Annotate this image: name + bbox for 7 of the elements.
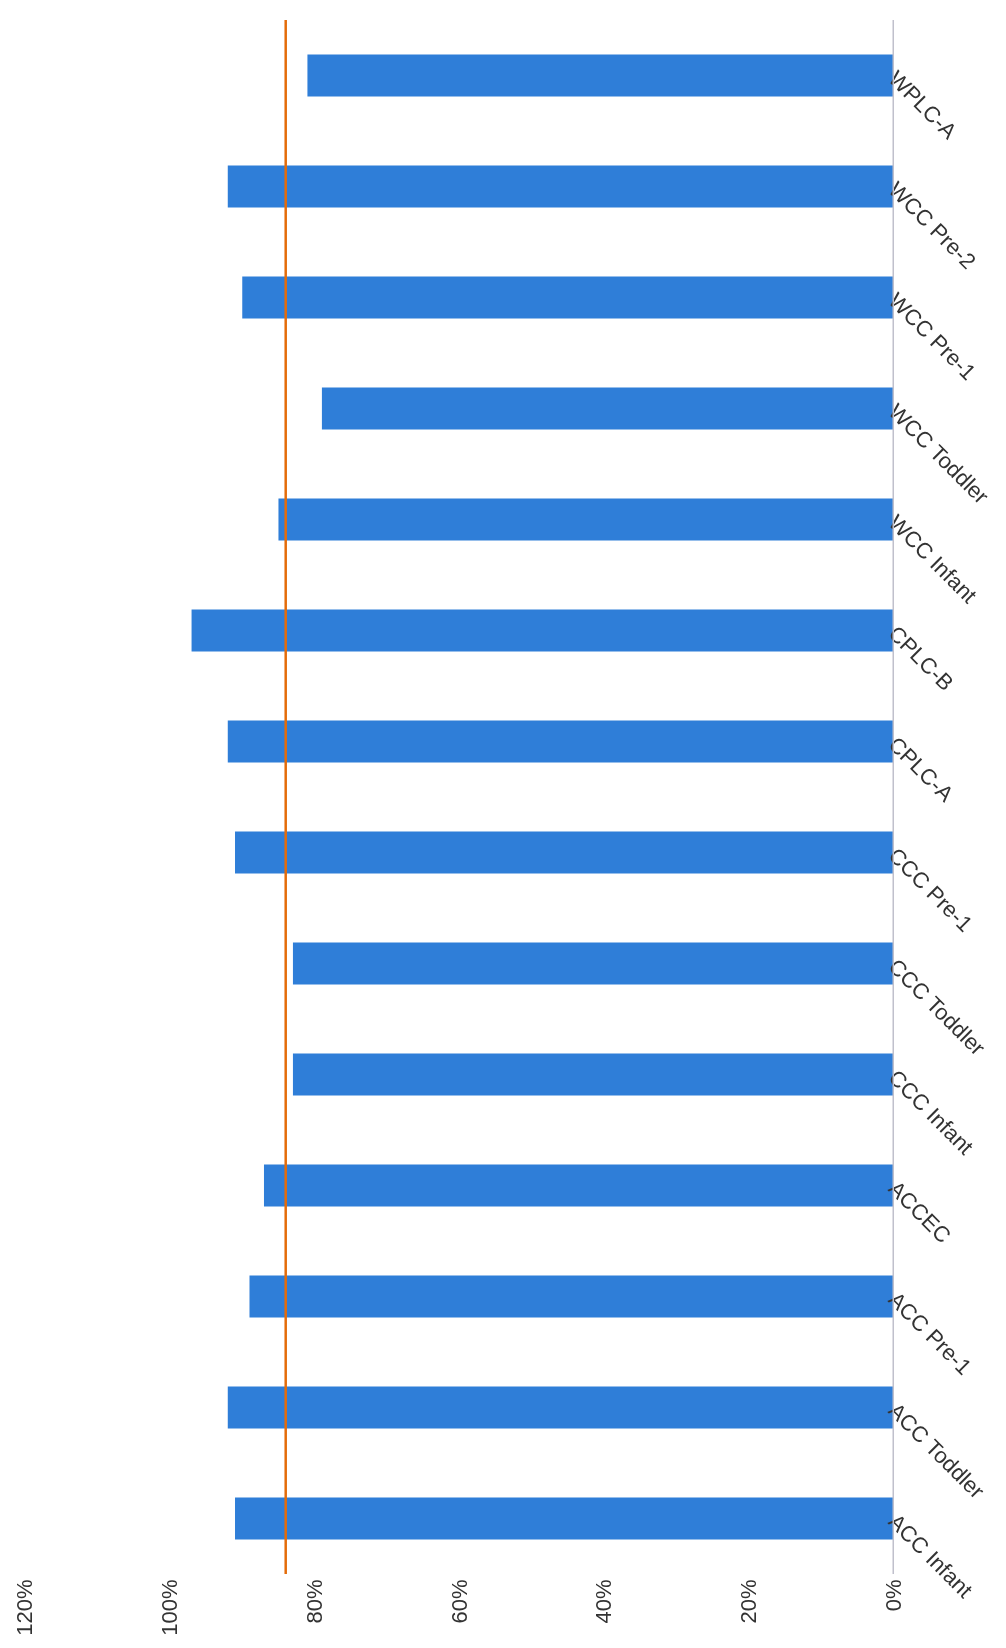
x-tick-label: 40% (591, 1579, 617, 1624)
x-tick-label: 100% (156, 1579, 182, 1636)
x-tick-label: 120% (12, 1579, 38, 1636)
x-tick-label: 60% (446, 1579, 472, 1624)
x-tick-label: 80% (301, 1579, 327, 1624)
x-tick-label: 20% (736, 1579, 762, 1624)
x-tick-label: 0% (881, 1579, 907, 1612)
